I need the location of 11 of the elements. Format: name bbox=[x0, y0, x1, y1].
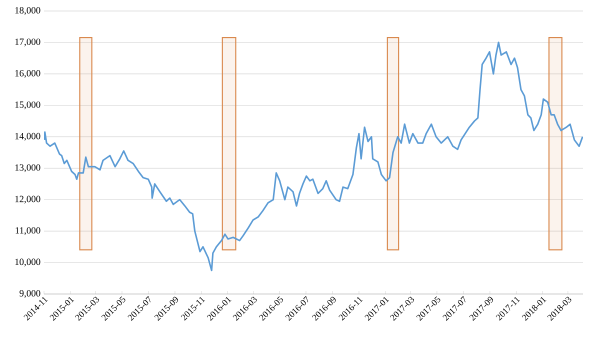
y-tick-label: 18,000 bbox=[15, 7, 40, 15]
y-tick-label: 14,000 bbox=[15, 132, 40, 141]
y-tick-label: 9,000 bbox=[20, 290, 40, 298]
y-tick-label: 10,000 bbox=[15, 258, 40, 266]
y-tick-label: 15,000 bbox=[15, 101, 40, 110]
y-tick-label: 11,000 bbox=[16, 227, 40, 236]
y-tick-label: 16,000 bbox=[15, 70, 40, 78]
y-tick-label: 13,000 bbox=[15, 164, 40, 172]
y-tick-label: 12,000 bbox=[15, 196, 40, 204]
line-series bbox=[44, 42, 584, 272]
y-tick-label: 17,000 bbox=[15, 38, 40, 46]
